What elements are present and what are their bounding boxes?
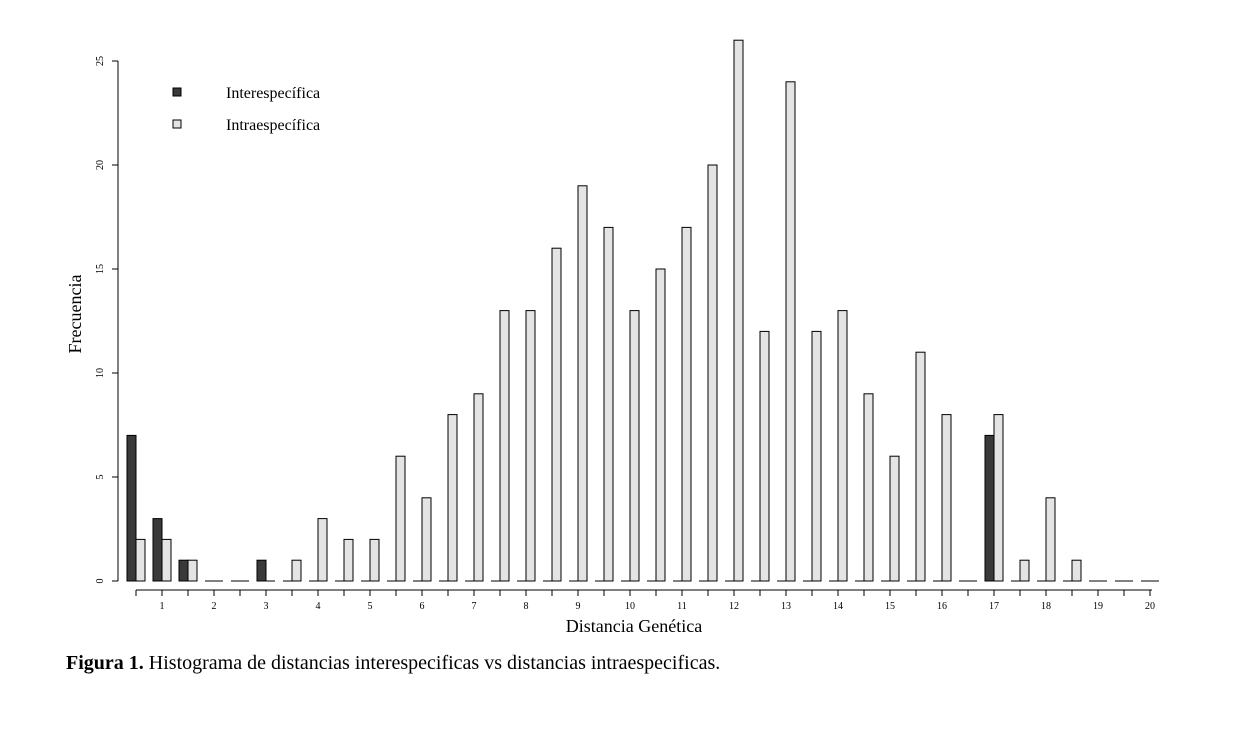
bar-intraespecifica [915,351,926,582]
y-tick-label: 20 [95,160,106,170]
y-tick-label: 0 [95,579,106,584]
x-tick-label: 10 [625,601,635,612]
bar-intraespecifica [1045,497,1056,582]
bar-intraespecifica [187,559,198,582]
x-tick-label: 18 [1041,601,1051,612]
x-tick-label: 8 [524,601,529,612]
y-axis-title: Frecuencia [65,275,85,354]
bar-intraespecifica [629,310,640,582]
bar-intraespecifica [447,414,458,582]
bar-intraespecifica [291,559,302,582]
bar-intraespecifica [135,538,146,582]
figure-caption: Figura 1. Histograma de distancias inter… [66,652,720,675]
y-tick-label: 10 [95,368,106,378]
x-tick-label: 1 [160,601,165,612]
bar-intraespecifica [421,497,432,582]
bar-intraespecifica [941,414,952,582]
y-axis: 0 5 10 15 20 25 [95,56,119,584]
x-tick-label: 11 [677,601,687,612]
bar-intraespecifica [577,185,588,582]
legend-swatch-intraespecifica [172,119,182,129]
x-tick-label: 3 [264,601,269,612]
bar-intraespecifica [551,247,562,582]
y-tick-label: 25 [95,56,106,66]
legend-label-intraespecifica: Intraespecífica [226,117,320,134]
x-tick-label: 13 [781,601,791,612]
x-tick-label: 2 [212,601,217,612]
bar-intraespecifica [1019,559,1030,582]
bar-intraespecifica [343,538,354,582]
bar-intraespecifica [863,393,874,582]
bars-group [126,39,1159,582]
y-tick-label: 5 [95,475,106,480]
bar-intraespecifica [785,81,796,582]
bar-intraespecifica [655,268,666,582]
x-tick-label: 9 [576,601,581,612]
x-tick-label: 14 [833,601,843,612]
bar-interespecifica [984,434,995,582]
bar-interespecifica [178,559,189,582]
x-tick-label: 4 [316,601,321,612]
caption-label: Figura 1. [66,652,144,674]
x-tick-label: 5 [368,601,373,612]
bar-intraespecifica [603,226,614,582]
bar-intraespecifica [395,455,406,582]
x-tick-label: 6 [420,601,425,612]
x-tick-label: 7 [472,601,477,612]
x-axis-title: Distancia Genética [566,616,702,636]
legend-label-interespecifica: Interespecífica [226,85,320,102]
bar-intraespecifica [707,164,718,582]
x-tick-label: 16 [937,601,947,612]
bar-intraespecifica [993,414,1004,582]
bar-intraespecifica [161,538,172,582]
legend-swatch-interespecifica [172,87,182,97]
bar-intraespecifica [733,39,744,582]
caption-text: Histograma de distancias interespecifica… [148,652,721,674]
bar-intraespecifica [811,330,822,582]
bar-intraespecifica [473,393,484,582]
bar-interespecifica [152,518,163,582]
bar-intraespecifica [837,310,848,582]
bar-intraespecifica [681,226,692,582]
bar-intraespecifica [317,518,328,582]
bar-interespecifica [256,559,267,582]
legend: Interespecífica Intraespecífica [172,85,320,134]
bar-intraespecifica [1071,559,1082,582]
bar-intraespecifica [759,330,770,582]
bar-interespecifica [126,434,137,582]
x-tick-label: 15 [885,601,895,612]
x-tick-label: 19 [1093,601,1103,612]
bar-intraespecifica [889,455,900,582]
x-axis: 1 2 3 4 5 6 7 8 9 10 11 12 13 14 15 16 17 18 19 20 [135,589,1155,612]
bar-intraespecifica [369,538,380,582]
x-tick-label: 12 [729,601,739,612]
x-tick-label: 20 [1145,601,1155,612]
bar-intraespecifica [525,310,536,582]
bar-intraespecifica [499,310,510,582]
x-tick-label: 17 [989,601,999,612]
y-tick-label: 15 [95,264,106,274]
